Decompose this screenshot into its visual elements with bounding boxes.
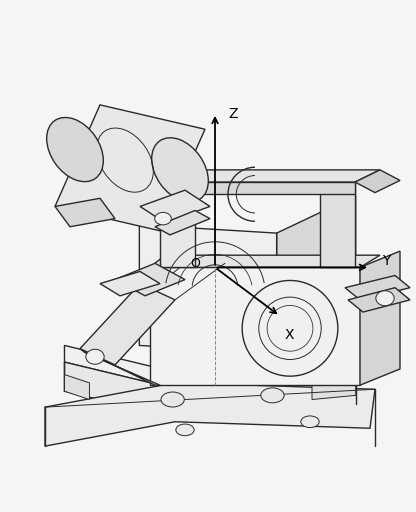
- Text: Z: Z: [228, 106, 238, 120]
- Text: X: X: [285, 328, 295, 343]
- Polygon shape: [150, 267, 360, 385]
- Ellipse shape: [86, 349, 104, 364]
- Polygon shape: [360, 251, 400, 385]
- Polygon shape: [160, 182, 195, 267]
- Polygon shape: [160, 182, 355, 194]
- Ellipse shape: [376, 291, 394, 306]
- Polygon shape: [140, 190, 210, 223]
- Polygon shape: [345, 275, 410, 300]
- Polygon shape: [150, 255, 380, 267]
- Polygon shape: [45, 383, 375, 446]
- Polygon shape: [320, 182, 355, 267]
- Polygon shape: [277, 196, 356, 354]
- Polygon shape: [80, 284, 175, 365]
- Ellipse shape: [155, 212, 171, 225]
- Polygon shape: [155, 210, 210, 235]
- Polygon shape: [139, 225, 277, 354]
- Text: Y: Y: [382, 254, 390, 268]
- Ellipse shape: [242, 281, 338, 376]
- Polygon shape: [55, 105, 205, 231]
- Polygon shape: [355, 170, 400, 193]
- Polygon shape: [160, 170, 380, 182]
- Polygon shape: [64, 362, 356, 420]
- Ellipse shape: [161, 392, 184, 407]
- Polygon shape: [100, 271, 160, 296]
- Polygon shape: [64, 346, 356, 391]
- Polygon shape: [312, 375, 356, 399]
- Ellipse shape: [261, 388, 284, 403]
- Ellipse shape: [176, 424, 194, 436]
- Polygon shape: [348, 288, 410, 312]
- Polygon shape: [55, 198, 115, 227]
- Polygon shape: [64, 375, 89, 399]
- Ellipse shape: [301, 416, 319, 428]
- Text: O: O: [190, 257, 200, 270]
- Polygon shape: [80, 349, 160, 385]
- Polygon shape: [115, 263, 185, 296]
- Ellipse shape: [152, 138, 208, 202]
- Ellipse shape: [47, 117, 103, 182]
